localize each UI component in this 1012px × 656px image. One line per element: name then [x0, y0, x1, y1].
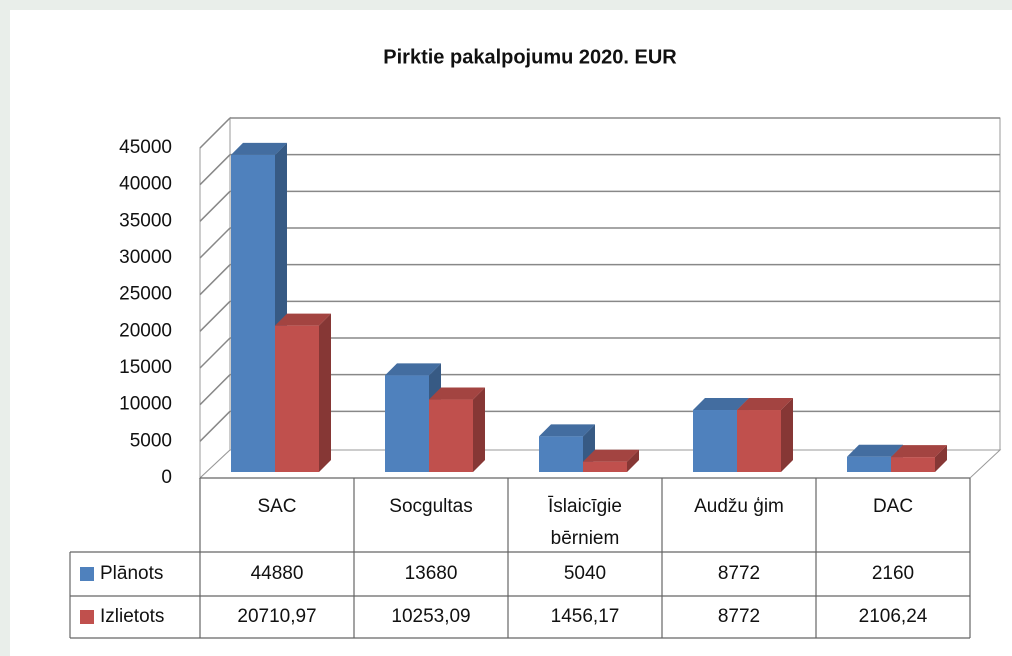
bar-top — [275, 313, 331, 326]
category-label: Īslaicīgie bērniem — [548, 496, 622, 549]
bar-top-shade — [539, 424, 595, 437]
bar-front — [231, 154, 275, 472]
grid-line-side — [199, 117, 231, 149]
back-wall — [229, 117, 1001, 451]
bar-top-shade — [847, 444, 903, 457]
bar — [891, 445, 947, 472]
y-tick-label: 25000 — [119, 284, 172, 305]
bar-front — [275, 325, 319, 472]
bar-top-shade — [429, 387, 485, 400]
bar-top — [891, 445, 947, 458]
y-tick-label: 30000 — [119, 247, 172, 268]
bar-side-shade — [627, 449, 639, 472]
y-tick-label: 10000 — [119, 394, 172, 415]
y-tick-label: 40000 — [119, 174, 172, 195]
table-value: 2106,24 — [859, 606, 928, 627]
bar-side-shade — [935, 445, 947, 472]
category-label: Socgultas — [389, 496, 472, 517]
bar-top-shade — [583, 449, 639, 462]
legend-label: Izlietots — [100, 606, 164, 627]
bar-front — [737, 410, 781, 472]
category-label: DAC — [873, 496, 913, 517]
bar-front — [385, 375, 429, 472]
y-tick-label: 0 — [161, 467, 172, 488]
bar-side — [781, 398, 793, 472]
bar-top — [231, 142, 287, 155]
side-wall — [199, 116, 231, 480]
bar-top — [539, 424, 595, 437]
y-tick-label: 15000 — [119, 357, 172, 378]
grid-line-side — [199, 190, 231, 222]
grid-line-side — [199, 410, 231, 442]
table-value: 8772 — [718, 606, 760, 627]
bar — [583, 449, 639, 472]
bar — [429, 387, 485, 472]
bar-side — [473, 387, 485, 472]
category-label: SAC — [257, 496, 296, 517]
bar — [275, 313, 331, 472]
bar — [737, 398, 793, 472]
bar-side — [935, 445, 947, 472]
table-value: 1456,17 — [551, 606, 620, 627]
grid-line-side — [199, 337, 231, 369]
bar-side-shade — [473, 387, 485, 472]
table-value: 2160 — [872, 563, 914, 584]
bar-top-shade — [231, 142, 287, 155]
grid-line-side — [199, 300, 231, 332]
y-tick-label: 20000 — [119, 320, 172, 341]
legend-label: Plānots — [100, 563, 163, 584]
bar-front — [891, 457, 935, 472]
bar-top — [847, 444, 903, 457]
y-tick-label: 45000 — [119, 137, 172, 158]
bar-front — [693, 410, 737, 472]
grid-line-side — [199, 374, 231, 406]
bar-side — [627, 449, 639, 472]
bar-front — [429, 399, 473, 472]
grid-line-side — [199, 154, 231, 186]
table-value: 13680 — [405, 563, 458, 584]
bar-top-shade — [891, 445, 947, 458]
table-value: 20710,97 — [237, 606, 316, 627]
bar-top — [737, 398, 793, 411]
table-value: 10253,09 — [391, 606, 470, 627]
table-value: 5040 — [564, 563, 606, 584]
bar-side-shade — [781, 398, 793, 472]
grid-line-side — [199, 227, 231, 259]
bar-front — [583, 461, 627, 472]
chart-title: Pirktie pakalpojumu 2020. EUR — [383, 46, 677, 68]
bar-top — [429, 387, 485, 400]
bar-top-shade — [275, 313, 331, 326]
bar-top — [385, 363, 441, 376]
bar-top — [693, 398, 749, 411]
legend-key — [80, 567, 94, 581]
category-label: Audžu ģim — [694, 496, 784, 517]
table-value: 8772 — [718, 563, 760, 584]
bar-side — [319, 313, 331, 472]
bar-top-shade — [693, 398, 749, 411]
y-tick-label: 35000 — [119, 210, 172, 231]
table-value: 44880 — [251, 563, 304, 584]
y-tick-label: 5000 — [130, 430, 172, 451]
bar-front — [539, 436, 583, 472]
legend-key — [80, 610, 94, 624]
bar-top-shade — [385, 363, 441, 376]
bar-top-shade — [737, 398, 793, 411]
bar-side-shade — [319, 313, 331, 472]
bar-top — [583, 449, 639, 462]
grid-line-side — [199, 264, 231, 296]
bar-front — [847, 456, 891, 472]
